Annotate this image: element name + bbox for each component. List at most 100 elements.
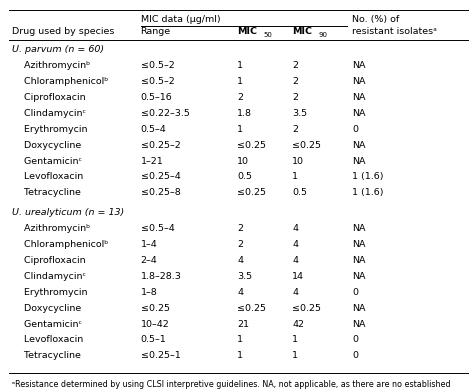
Text: 1: 1 [237,77,243,86]
Text: 3.5: 3.5 [237,272,252,281]
Text: NA: NA [352,224,365,233]
Text: 2: 2 [237,240,243,249]
Text: ≤0.25: ≤0.25 [237,141,266,150]
Text: Clindamycinᶜ: Clindamycinᶜ [12,272,86,281]
Text: Gentamicinᶜ: Gentamicinᶜ [12,156,82,165]
Text: 2: 2 [292,125,298,134]
Text: 10: 10 [237,156,249,165]
Text: 0: 0 [352,125,358,134]
Text: NA: NA [352,93,365,102]
Text: 4: 4 [237,256,243,265]
Text: NA: NA [352,61,365,70]
Text: 1–8: 1–8 [140,288,157,297]
Text: 1: 1 [237,125,243,134]
Text: 1.8: 1.8 [237,109,252,118]
Text: 4: 4 [292,256,298,265]
Text: 1: 1 [292,172,298,181]
Text: NA: NA [352,304,365,313]
Text: ≤0.5–2: ≤0.5–2 [140,61,174,70]
Text: ≤0.25–1: ≤0.25–1 [140,352,180,361]
Text: 1–21: 1–21 [140,156,163,165]
Text: Levofloxacin: Levofloxacin [12,172,83,181]
Text: ≤0.25–4: ≤0.25–4 [140,172,180,181]
Text: NA: NA [352,319,365,328]
Text: 2: 2 [292,61,298,70]
Text: ≤0.5–2: ≤0.5–2 [140,77,174,86]
Text: Tetracycline: Tetracycline [12,188,81,197]
Text: NA: NA [352,272,365,281]
Text: Erythromycin: Erythromycin [12,288,87,297]
Text: 2–4: 2–4 [140,256,157,265]
Text: 14: 14 [292,272,304,281]
Text: 0: 0 [352,335,358,344]
Text: 1: 1 [237,335,243,344]
Text: ᵃResistance determined by using CLSI interpretive guidelines. NA, not applicable: ᵃResistance determined by using CLSI int… [12,380,450,389]
Text: Azithromycinᵇ: Azithromycinᵇ [12,224,90,233]
Text: Tetracycline: Tetracycline [12,352,81,361]
Text: 2: 2 [237,224,243,233]
Text: 1: 1 [292,335,298,344]
Text: 10–42: 10–42 [140,319,169,328]
Text: 1: 1 [292,352,298,361]
Text: 0.5: 0.5 [292,188,307,197]
Text: U. parvum (n = 60): U. parvum (n = 60) [12,45,104,54]
Text: ≤0.25–8: ≤0.25–8 [140,188,180,197]
Text: Gentamicinᶜ: Gentamicinᶜ [12,319,82,328]
Text: Azithromycinᵇ: Azithromycinᵇ [12,61,90,70]
Text: 2: 2 [292,93,298,102]
Text: NA: NA [352,156,365,165]
Text: Ciprofloxacin: Ciprofloxacin [12,93,85,102]
Text: 1: 1 [237,61,243,70]
Text: Clindamycinᶜ: Clindamycinᶜ [12,109,86,118]
Text: ≤0.25: ≤0.25 [237,304,266,313]
Text: ≤0.25: ≤0.25 [292,304,321,313]
Text: Levofloxacin: Levofloxacin [12,335,83,344]
Text: ≤0.25: ≤0.25 [237,188,266,197]
Text: Erythromycin: Erythromycin [12,125,87,134]
Text: 4: 4 [292,240,298,249]
Text: Doxycycline: Doxycycline [12,141,81,150]
Text: 3.5: 3.5 [292,109,307,118]
Text: 4: 4 [237,288,243,297]
Text: MIC: MIC [292,27,312,36]
Text: 1–4: 1–4 [140,240,157,249]
Text: Chloramphenicolᵇ: Chloramphenicolᵇ [12,77,108,86]
Text: NA: NA [352,256,365,265]
Text: Ciprofloxacin: Ciprofloxacin [12,256,85,265]
Text: 10: 10 [292,156,304,165]
Text: ≤0.25: ≤0.25 [140,304,170,313]
Text: 21: 21 [237,319,249,328]
Text: U. urealyticum (n = 13): U. urealyticum (n = 13) [12,208,124,217]
Text: 1 (1.6): 1 (1.6) [352,172,383,181]
Text: 1 (1.6): 1 (1.6) [352,188,383,197]
Text: 2: 2 [237,93,243,102]
Text: MIC: MIC [237,27,257,36]
Text: No. (%) of: No. (%) of [352,15,399,24]
Text: ≤0.25: ≤0.25 [292,141,321,150]
Text: 1: 1 [237,352,243,361]
Text: NA: NA [352,109,365,118]
Text: 42: 42 [292,319,304,328]
Text: 1.8–28.3: 1.8–28.3 [140,272,182,281]
Text: ≤0.25–2: ≤0.25–2 [140,141,180,150]
Text: 90: 90 [319,32,328,38]
Text: ≤0.22–3.5: ≤0.22–3.5 [140,109,190,118]
Text: NA: NA [352,141,365,150]
Text: ≤0.5–4: ≤0.5–4 [140,224,174,233]
Text: NA: NA [352,77,365,86]
Text: MIC data (μg/ml): MIC data (μg/ml) [140,15,220,24]
Text: 4: 4 [292,288,298,297]
Text: 0: 0 [352,288,358,297]
Text: 0.5–4: 0.5–4 [140,125,166,134]
Text: resistant isolatesᵃ: resistant isolatesᵃ [352,27,437,36]
Text: 0.5–16: 0.5–16 [140,93,172,102]
Text: 0.5: 0.5 [237,172,252,181]
Text: 50: 50 [263,32,272,38]
Text: 0: 0 [352,352,358,361]
Text: 0.5–1: 0.5–1 [140,335,166,344]
Text: Doxycycline: Doxycycline [12,304,81,313]
Text: Range: Range [140,27,171,36]
Text: Drug used by species: Drug used by species [12,27,114,36]
Text: Chloramphenicolᵇ: Chloramphenicolᵇ [12,240,108,249]
Text: 2: 2 [292,77,298,86]
